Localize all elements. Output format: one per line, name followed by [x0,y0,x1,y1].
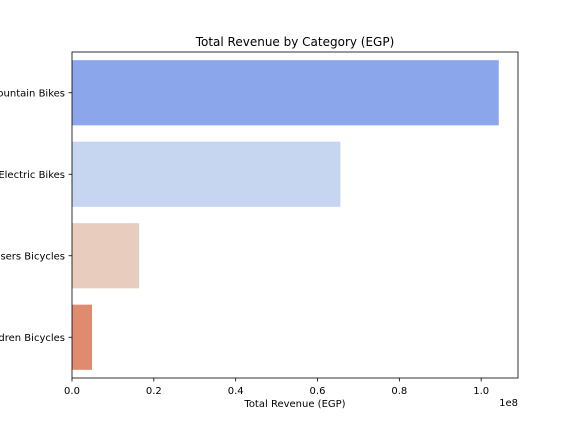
chart-title: Total Revenue by Category (EGP) [195,35,395,49]
x-tick-label: 0.0 [64,386,80,397]
bar-mountain-bikes [72,60,499,126]
bars-group [72,60,499,370]
x-tick-label: 0.2 [146,386,162,397]
y-axis-ticks: Mountain Bikes Electric Bikes Cruisers Bic… [0,88,72,344]
y-tick-label: Children Bicycles [0,333,65,344]
y-tick-label: Cruisers Bicycles [0,251,65,262]
x-tick-label: 0.6 [310,386,326,397]
plot-frame [71,51,519,379]
bar-electric-bikes [72,141,341,207]
y-tick-label: Electric Bikes [0,170,65,181]
bar-children-bicycles [72,304,93,370]
y-tick-label: Mountain Bikes [0,88,65,99]
bar-cruisers-bicycles [72,223,140,289]
x-tick-label: 0.8 [391,386,407,397]
x-tick-label: 0.4 [228,386,244,397]
x-axis-offset-label: 1e8 [499,398,518,409]
x-tick-label: 1.0 [473,386,489,397]
x-axis-label: Total Revenue (EGP) [243,399,345,410]
x-axis-ticks: 0.0 0.2 0.4 0.6 0.8 1.0 [64,378,489,397]
